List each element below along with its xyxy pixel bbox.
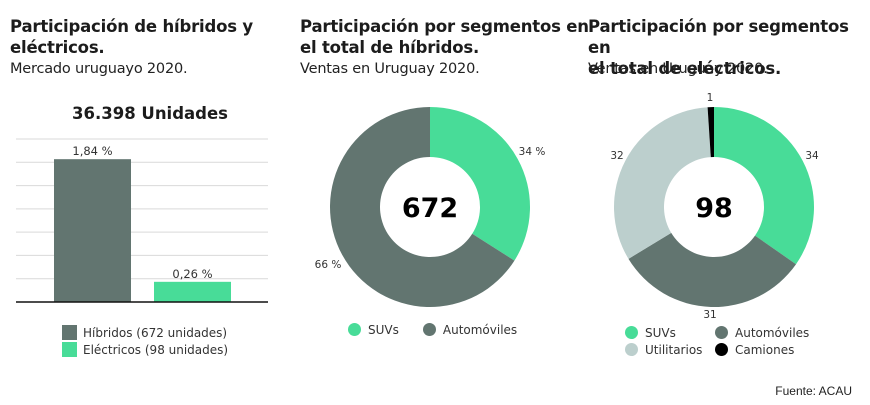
slice-data-label: 31	[703, 309, 716, 321]
donut-center-total: 672	[402, 193, 458, 224]
electrics-panel-title: Participación por segmentos en el total …	[588, 16, 870, 79]
hybrids-legend: SUVs Automóviles	[348, 321, 517, 338]
bar-marks: 1,84 % 0,26 %	[16, 144, 268, 303]
legend-dot-suvs	[348, 323, 361, 336]
legend-item-suvs: SUVs	[348, 321, 399, 338]
electrics-title-line2: el total de eléctricos.	[588, 59, 782, 78]
legend-label-camiones: Camiones	[735, 342, 795, 357]
slice-automóviles	[330, 106, 515, 307]
bar-0	[54, 159, 131, 302]
legend-dot-utilitarios	[625, 343, 638, 356]
hybrids-panel-subtitle: Ventas en Uruguay 2020.	[300, 61, 480, 77]
legend-dot-camiones	[715, 343, 728, 356]
legend-label-utilitarios: Utilitarios	[645, 342, 703, 357]
bar-panel-subtitle: Mercado uruguayo 2020.	[10, 61, 188, 77]
legend-label-electricos: Eléctricos (98 unidades)	[83, 342, 229, 357]
legend-swatch-hibridos	[62, 325, 77, 340]
legend-item-camiones: Camiones	[715, 341, 809, 358]
bar-data-label: 1,84 %	[72, 144, 112, 158]
donut-center-total: 98	[695, 193, 733, 224]
source-note: Fuente: ACAU	[775, 384, 852, 398]
bar-gridlines	[16, 138, 268, 280]
legend-dot-automoviles	[422, 323, 436, 336]
electrics-panel-subtitle: Ventas en Uruguay 2020.	[588, 61, 768, 77]
bar-total-label: 36.398 Unidades	[72, 104, 228, 123]
legend-label-hibridos: Híbridos (672 unidades)	[83, 325, 228, 340]
legend-swatch-electricos	[62, 342, 77, 357]
electrics-legend: SUVs Automóviles Utilitarios Camiones	[625, 324, 809, 358]
electrics-title-line1: Participación por segmentos en	[588, 17, 849, 57]
slice-data-label: 34 %	[519, 146, 546, 158]
legend-item-utilitarios: Utilitarios	[625, 341, 715, 358]
bar-data-label: 0,26 %	[172, 267, 212, 281]
slice-data-label: 32	[610, 150, 623, 162]
legend-label-automoviles: Automóviles	[442, 322, 518, 337]
slice-data-label: 1	[707, 92, 714, 104]
slice-automóviles	[628, 232, 797, 307]
hybrids-title-line2: el total de híbridos.	[300, 38, 480, 57]
bar-panel-title: Participación de híbridos y eléctricos.	[10, 16, 253, 58]
legend-item-suvs-e: SUVs	[625, 324, 715, 341]
legend-label-automoviles-e: Automóviles	[735, 325, 810, 340]
hybrids-title-line1: Participación por segmentos en	[300, 17, 589, 36]
bar-1	[154, 281, 231, 302]
bar-legend: Híbridos (672 unidades) Eléctricos (98 u…	[62, 324, 228, 358]
bar-title-line2: eléctricos.	[10, 38, 105, 57]
electrics-donut: 34 31 32 1 98	[610, 92, 819, 321]
legend-label-suvs-e: SUVs	[645, 325, 676, 340]
hybrids-panel-title: Participación por segmentos en el total …	[300, 16, 589, 58]
legend-item-electricos: Eléctricos (98 unidades)	[62, 341, 228, 358]
slice-data-label: 66 %	[315, 259, 342, 271]
legend-item-hibridos: Híbridos (672 unidades)	[62, 324, 228, 341]
legend-dot-automoviles-e	[715, 326, 728, 339]
legend-label-suvs: SUVs	[368, 322, 399, 337]
slice-data-label: 34	[805, 150, 819, 162]
slice-camiones	[707, 107, 714, 158]
legend-item-automoviles-e: Automóviles	[715, 324, 809, 341]
slice-suvs	[714, 107, 814, 265]
slice-utilitarios	[614, 107, 711, 259]
legend-item-automoviles: Automóviles	[422, 321, 518, 338]
legend-dot-suvs-e	[625, 326, 638, 339]
hybrids-donut: 34 % 66 % 672	[315, 106, 546, 307]
bar-title-line1: Participación de híbridos y	[10, 17, 253, 36]
slice-suvs	[430, 107, 530, 261]
